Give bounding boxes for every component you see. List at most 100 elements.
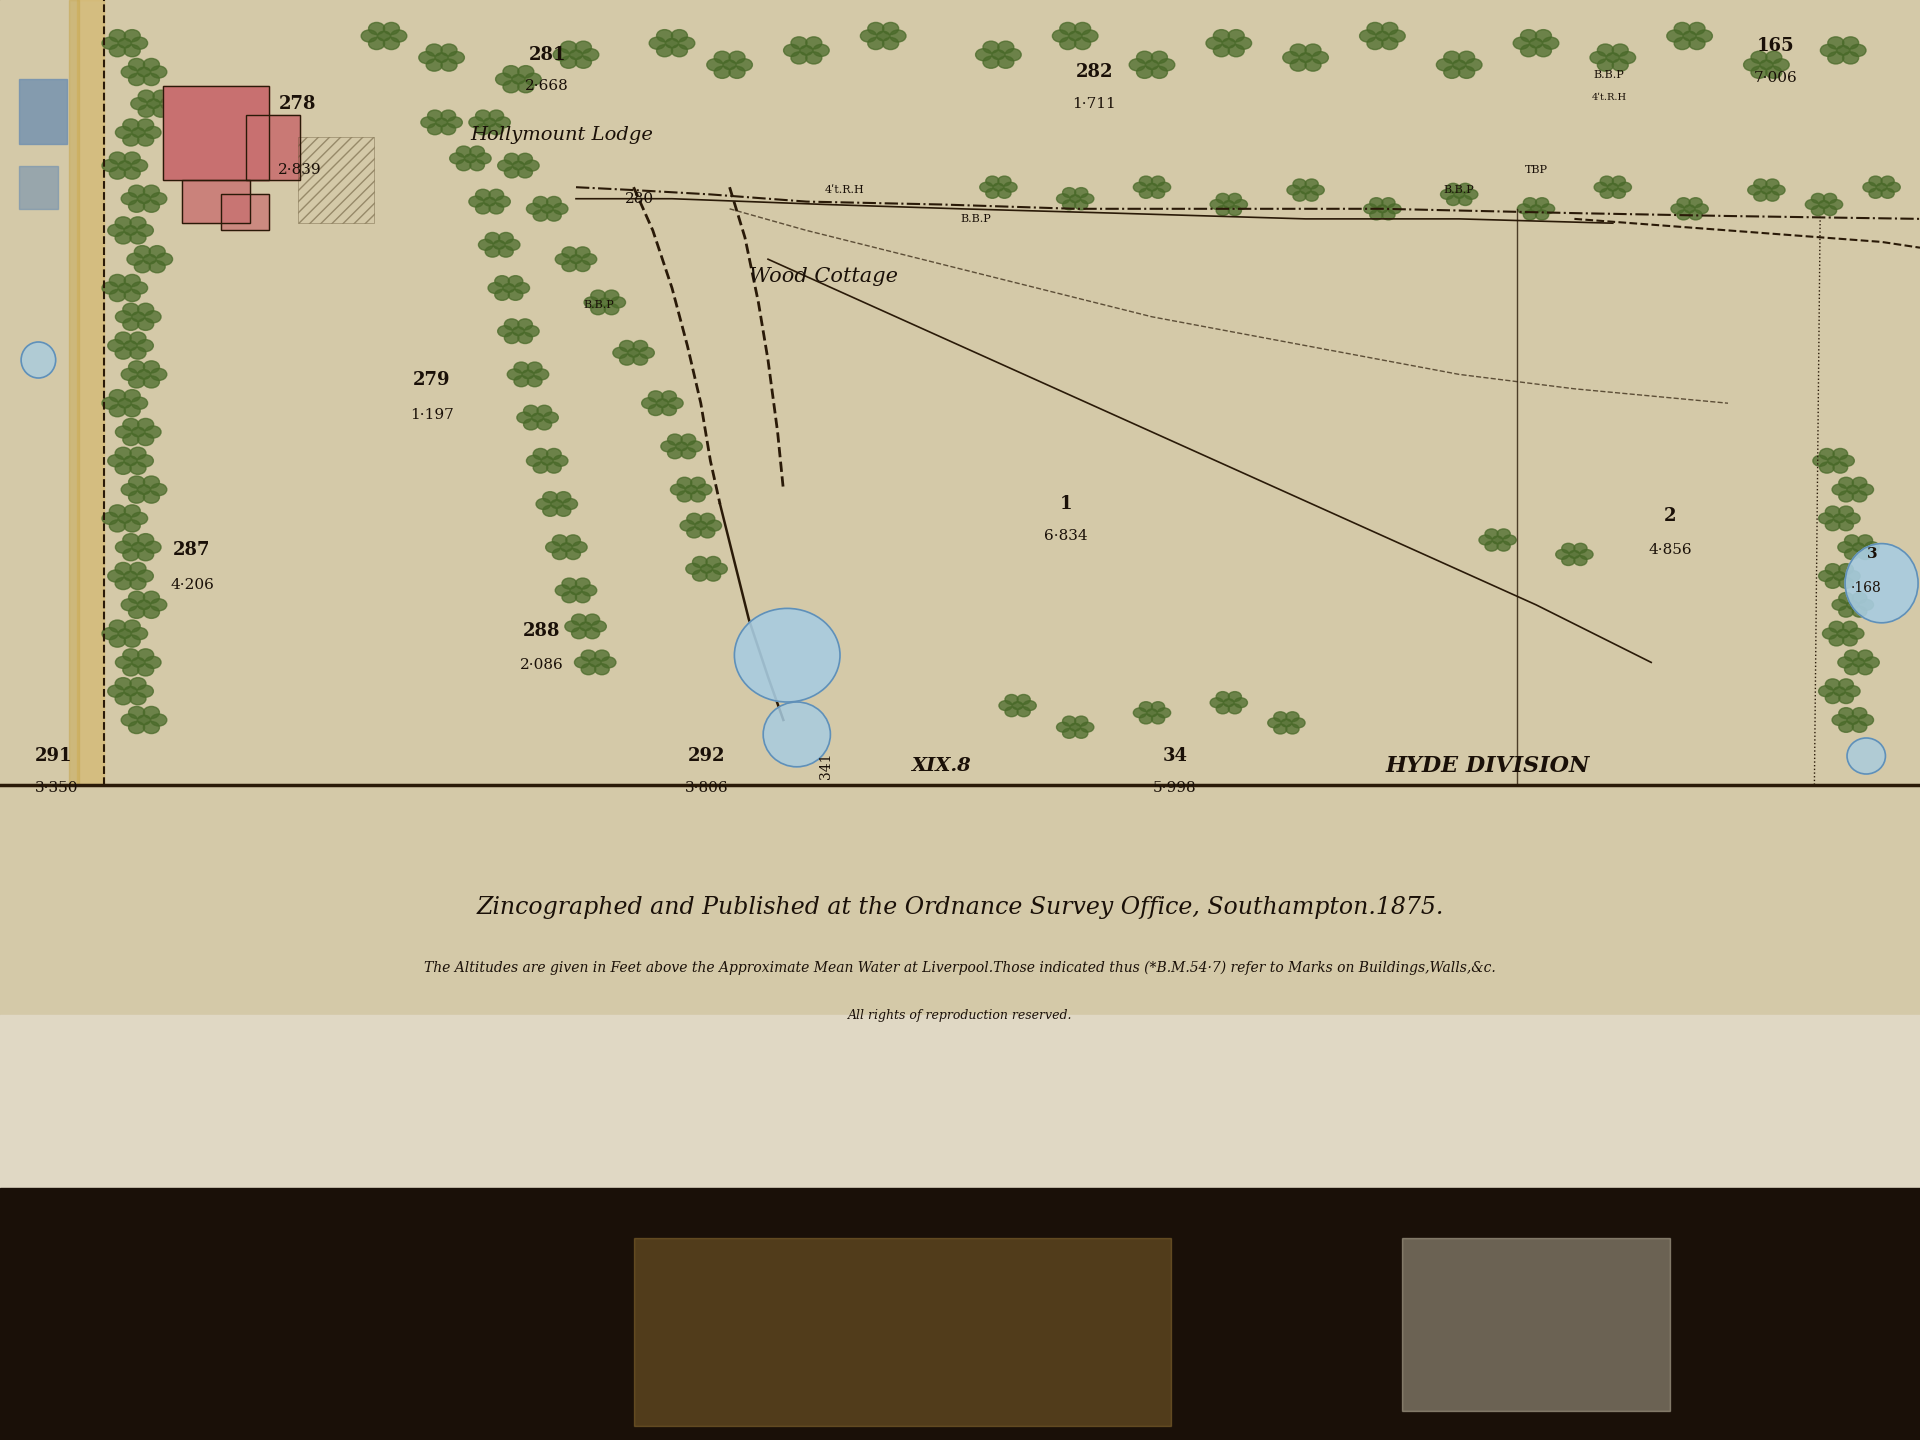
Circle shape [121,599,136,611]
Ellipse shape [21,341,56,377]
Circle shape [639,347,655,359]
Circle shape [1139,701,1152,711]
Circle shape [1834,572,1845,580]
Ellipse shape [762,701,829,766]
Circle shape [138,664,154,675]
Circle shape [1444,66,1459,78]
Circle shape [998,189,1012,199]
Circle shape [1613,59,1628,71]
Circle shape [1853,721,1866,733]
Circle shape [1484,528,1498,539]
Circle shape [131,98,146,109]
Circle shape [129,707,144,719]
Circle shape [574,657,589,668]
Circle shape [503,81,518,92]
Circle shape [1292,179,1306,189]
Circle shape [557,491,570,503]
Circle shape [1695,204,1709,213]
Circle shape [509,275,522,287]
Circle shape [1023,701,1037,710]
Circle shape [687,441,703,452]
Circle shape [115,462,131,474]
Bar [19,166,58,209]
Circle shape [1229,45,1244,56]
Circle shape [1530,39,1542,48]
Circle shape [1751,52,1766,63]
Text: 2·086: 2·086 [520,658,563,672]
Circle shape [662,390,676,402]
Circle shape [1834,448,1847,459]
Circle shape [138,105,154,117]
Circle shape [507,369,522,380]
Circle shape [536,498,551,510]
Circle shape [129,376,144,387]
Circle shape [676,442,687,451]
Circle shape [1862,183,1876,192]
Circle shape [144,606,159,618]
Circle shape [132,160,148,171]
Circle shape [125,621,140,632]
Circle shape [1676,210,1690,220]
Circle shape [392,30,407,42]
Circle shape [1697,30,1713,42]
Circle shape [484,197,495,206]
Circle shape [1839,520,1853,531]
Circle shape [129,59,144,71]
Circle shape [572,628,586,639]
Circle shape [146,311,161,323]
Circle shape [495,117,511,128]
Circle shape [1292,719,1306,727]
Circle shape [1820,448,1834,459]
Circle shape [129,491,144,503]
Circle shape [129,361,144,373]
Circle shape [730,66,745,78]
Circle shape [1069,723,1081,732]
Circle shape [476,153,492,164]
Circle shape [478,239,493,251]
Circle shape [582,253,597,265]
Circle shape [783,45,799,56]
Circle shape [1868,189,1882,199]
Circle shape [668,433,682,445]
Circle shape [132,658,144,667]
Circle shape [125,505,140,517]
Circle shape [1828,456,1839,465]
Circle shape [102,160,117,171]
Circle shape [701,513,714,524]
Circle shape [1837,657,1853,668]
Circle shape [119,629,131,638]
Circle shape [428,109,442,121]
Circle shape [119,514,131,523]
Circle shape [534,462,547,474]
Circle shape [553,549,566,560]
Circle shape [678,491,691,503]
Circle shape [547,210,561,222]
Circle shape [144,707,159,719]
Circle shape [1359,30,1375,42]
Circle shape [518,318,532,330]
Circle shape [701,564,712,573]
Circle shape [975,49,991,60]
Circle shape [1667,30,1682,42]
Circle shape [125,30,140,42]
Circle shape [1839,693,1853,704]
Circle shape [1158,708,1171,717]
Bar [298,137,374,223]
Circle shape [115,333,131,344]
Text: 292: 292 [687,747,726,765]
Text: 279: 279 [413,372,451,389]
Circle shape [1206,37,1221,49]
Circle shape [524,419,538,431]
Circle shape [1060,37,1075,49]
Circle shape [1826,520,1839,531]
Circle shape [1004,183,1018,192]
Circle shape [132,397,148,409]
Circle shape [1824,206,1837,216]
Text: 165: 165 [1757,37,1795,55]
Circle shape [985,176,998,186]
Circle shape [442,59,457,71]
Circle shape [1290,45,1306,56]
Circle shape [1826,693,1839,704]
Text: 341: 341 [818,753,833,779]
Circle shape [115,127,131,138]
